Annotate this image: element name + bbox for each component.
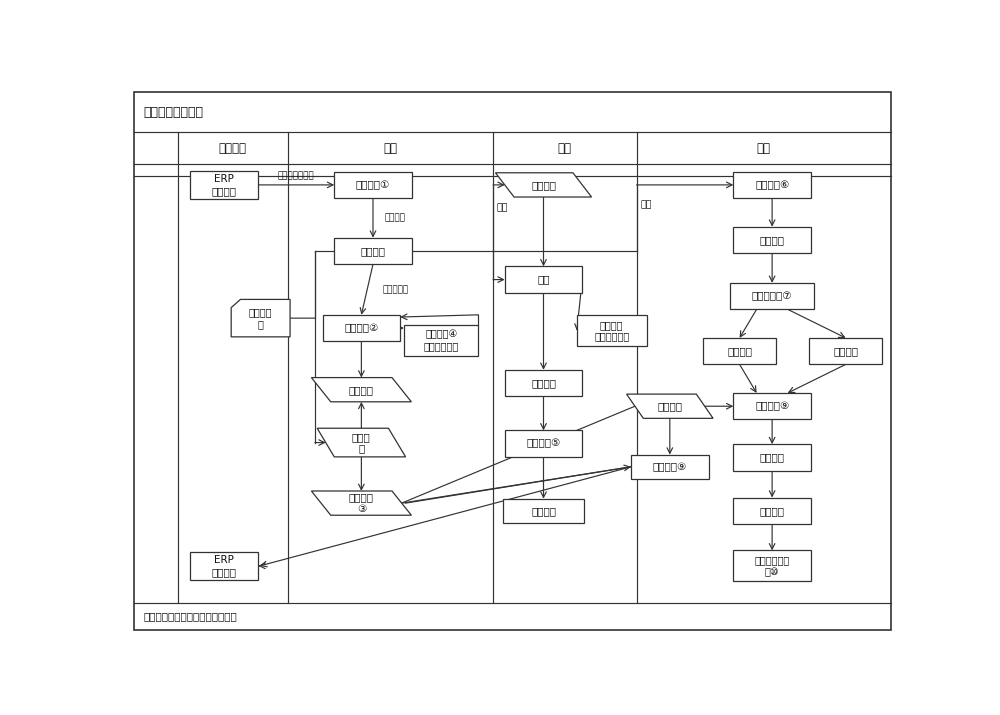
Polygon shape: [495, 173, 592, 197]
Text: 视频监控: 视频监控: [531, 506, 556, 516]
FancyBboxPatch shape: [505, 267, 582, 293]
Text: 三级审核: 三级审核: [760, 453, 785, 463]
Polygon shape: [627, 394, 713, 418]
Text: 标识打印
（二次加密）: 标识打印 （二次加密）: [594, 320, 629, 342]
Text: 自动取样②: 自动取样②: [344, 323, 378, 333]
Text: 物理分析: 物理分析: [727, 346, 752, 356]
Text: 原料取制化流程图: 原料取制化流程图: [144, 106, 204, 119]
FancyBboxPatch shape: [730, 283, 814, 310]
FancyBboxPatch shape: [334, 238, 412, 264]
FancyBboxPatch shape: [733, 227, 811, 253]
Text: 人工取
样: 人工取 样: [352, 432, 371, 453]
Text: ERP
（结算）: ERP （结算）: [212, 555, 237, 577]
Text: 质量监控⑨: 质量监控⑨: [755, 401, 789, 411]
Text: 试样交接: 试样交接: [760, 235, 785, 245]
Text: 制样: 制样: [558, 142, 572, 154]
FancyBboxPatch shape: [505, 370, 582, 396]
FancyBboxPatch shape: [703, 338, 776, 365]
FancyBboxPatch shape: [503, 499, 584, 523]
FancyBboxPatch shape: [809, 338, 882, 365]
Text: 制样记录: 制样记录: [531, 180, 556, 190]
Text: 合同、到货信息: 合同、到货信息: [278, 172, 315, 180]
FancyBboxPatch shape: [631, 455, 709, 479]
Text: 指令接收①: 指令接收①: [356, 180, 390, 190]
Text: 备样管理: 备样管理: [531, 378, 556, 388]
Polygon shape: [311, 378, 411, 402]
FancyBboxPatch shape: [733, 444, 811, 470]
Text: 取样记录: 取样记录: [349, 385, 374, 395]
Text: 解密后数据查
询⑩: 解密后数据查 询⑩: [755, 555, 790, 577]
Text: 化学分析: 化学分析: [833, 346, 858, 356]
Text: 视频监控
③: 视频监控 ③: [349, 493, 374, 514]
FancyBboxPatch shape: [190, 551, 258, 580]
Text: 送样: 送样: [497, 204, 509, 212]
FancyBboxPatch shape: [733, 172, 811, 198]
FancyBboxPatch shape: [577, 315, 647, 346]
Text: ERP
（采购）: ERP （采购）: [212, 174, 237, 196]
Text: 取样: 取样: [383, 142, 397, 154]
FancyBboxPatch shape: [190, 171, 258, 199]
Text: 制样: 制样: [537, 275, 550, 285]
Text: 标识打印④
（条码加密）: 标识打印④ （条码加密）: [424, 330, 459, 351]
FancyBboxPatch shape: [733, 393, 811, 420]
FancyBboxPatch shape: [505, 430, 582, 457]
Text: 信息屏蔽: 信息屏蔽: [385, 214, 406, 222]
Polygon shape: [311, 491, 411, 516]
Text: 原料进厂: 原料进厂: [219, 142, 247, 154]
Text: 自动识别⑥: 自动识别⑥: [755, 180, 789, 190]
Text: 车号、样号: 车号、样号: [382, 285, 409, 294]
FancyBboxPatch shape: [334, 172, 412, 198]
FancyBboxPatch shape: [733, 498, 811, 524]
Text: 报出结果: 报出结果: [760, 506, 785, 516]
FancyBboxPatch shape: [733, 551, 811, 581]
FancyBboxPatch shape: [323, 315, 400, 341]
Text: 数据追溯⑨: 数据追溯⑨: [653, 462, 687, 472]
Text: 视频监控: 视频监控: [657, 401, 682, 411]
Text: 分析: 分析: [757, 142, 771, 154]
Polygon shape: [231, 300, 290, 337]
Text: 编号、分样⑦: 编号、分样⑦: [752, 291, 792, 301]
FancyBboxPatch shape: [404, 325, 478, 355]
Polygon shape: [317, 428, 406, 457]
Text: 抽样管理⑤: 抽样管理⑤: [526, 439, 561, 448]
Text: 制作：上海宝信软件股份有限公司: 制作：上海宝信软件股份有限公司: [144, 611, 237, 621]
FancyBboxPatch shape: [134, 92, 891, 630]
Text: 安排取样: 安排取样: [360, 246, 386, 256]
Text: 送样: 送样: [640, 201, 652, 209]
Text: 车号、样
号: 车号、样 号: [249, 307, 272, 329]
